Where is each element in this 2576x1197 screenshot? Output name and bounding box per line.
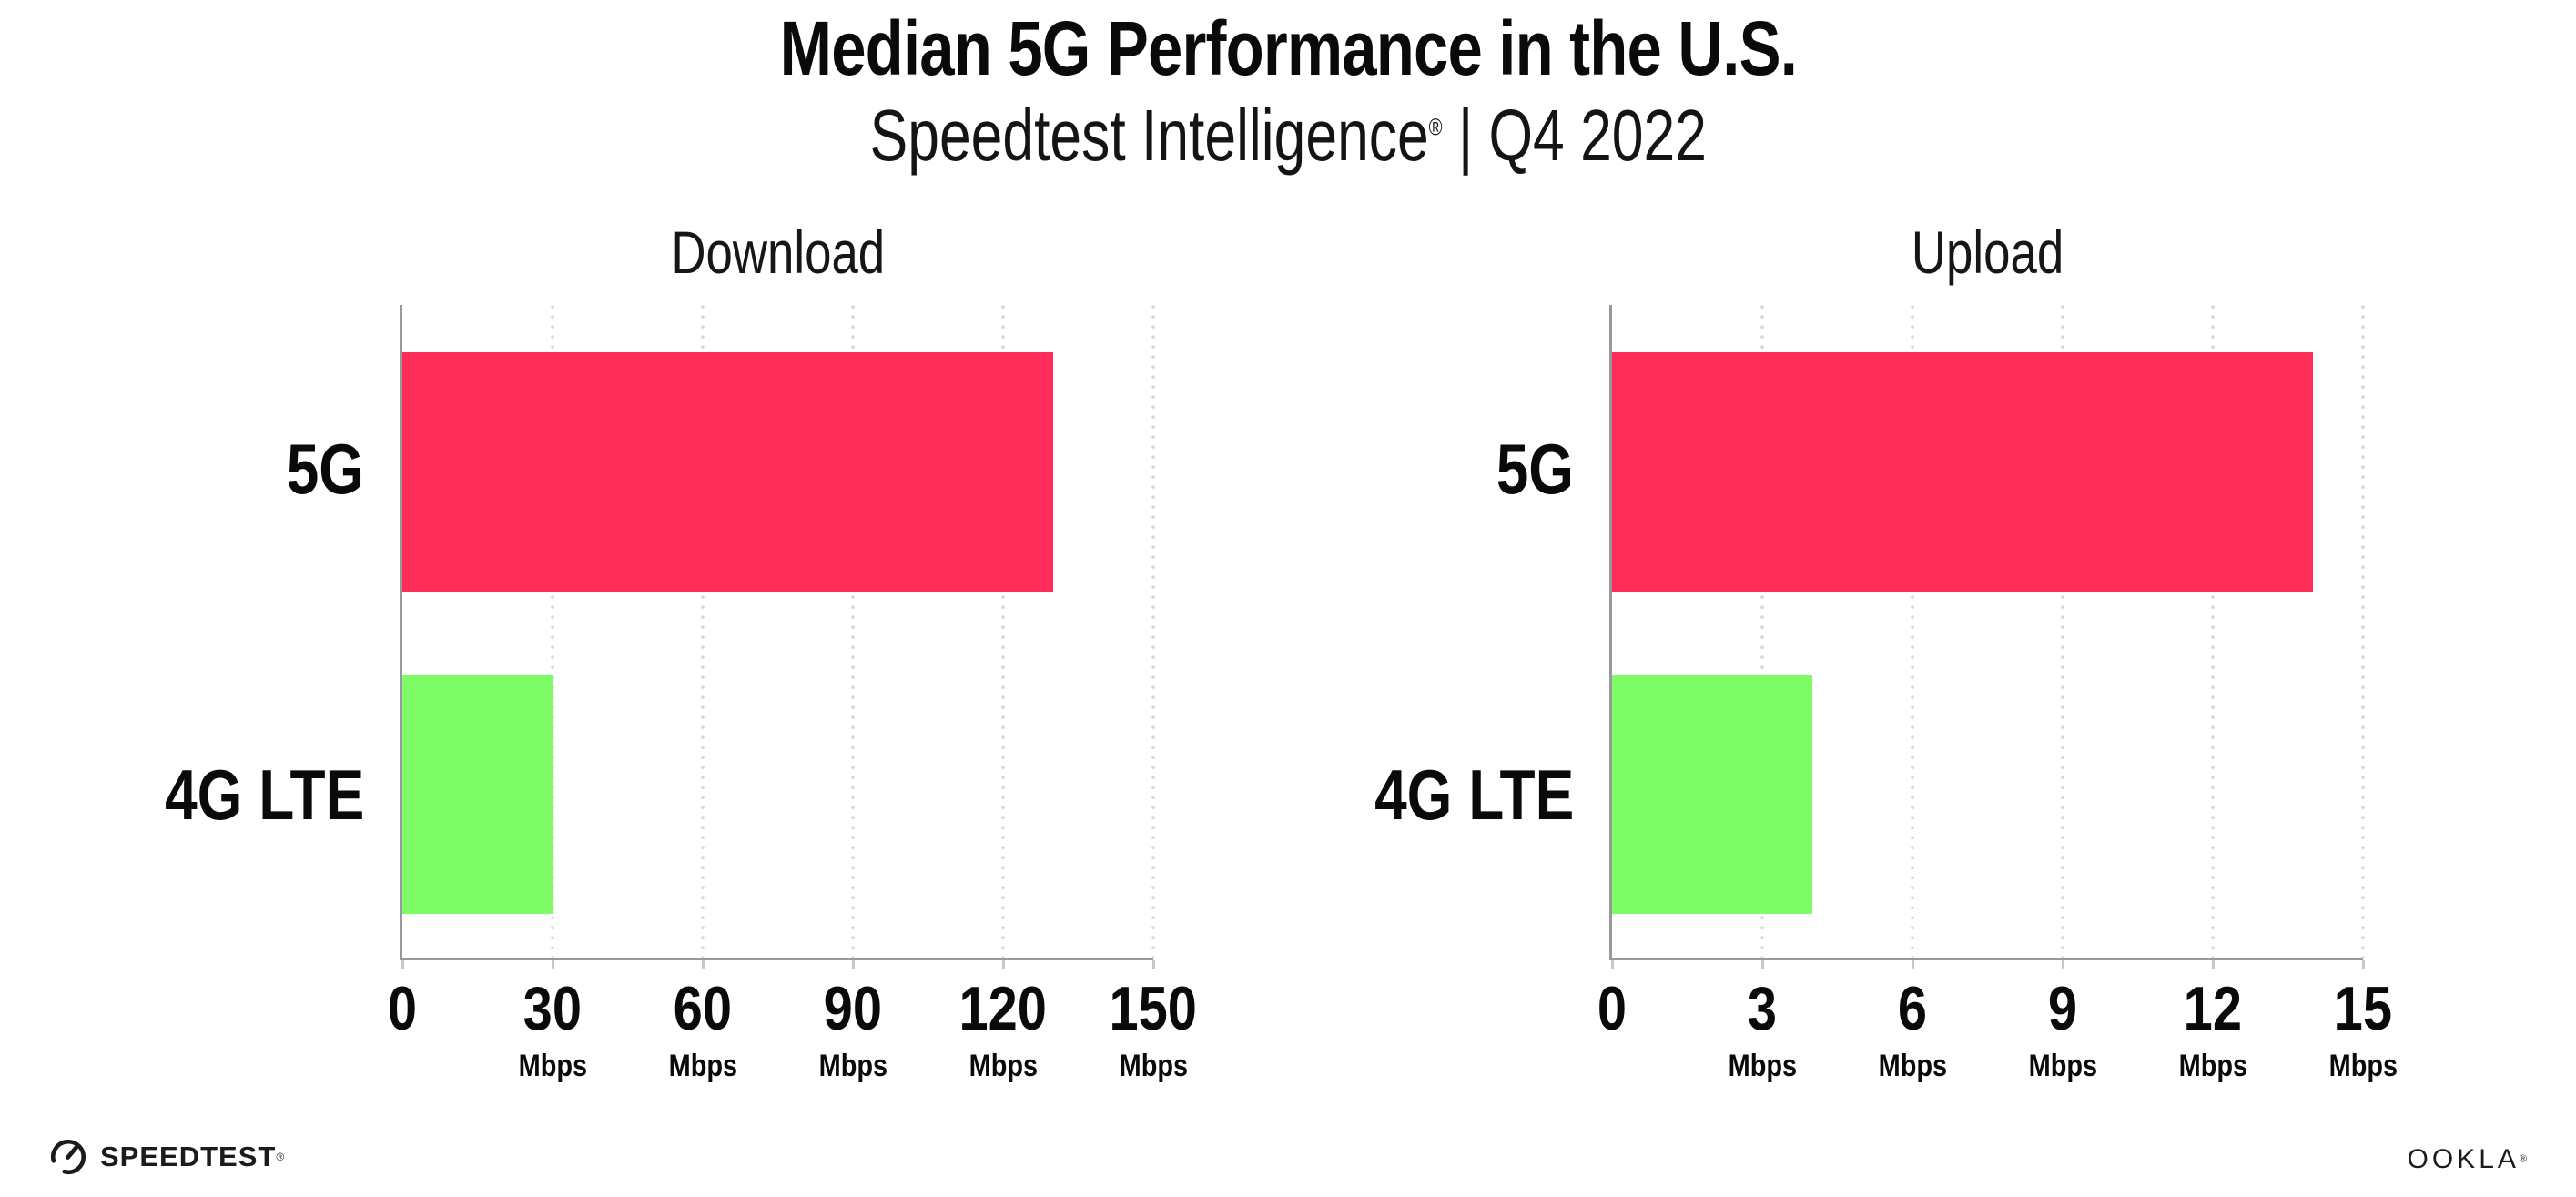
gridline	[1151, 305, 1155, 958]
category-label-text: 4G LTE	[1374, 755, 1574, 835]
x-tick-value: 120	[958, 974, 1048, 1043]
x-tick-value: 0	[387, 974, 418, 1043]
x-tick-unit: Mbps	[771, 1047, 935, 1091]
bar-4g-lte-download	[402, 675, 553, 914]
axis-tick	[1760, 960, 1764, 969]
x-tick-unit-text: Mbps	[2328, 1049, 2398, 1083]
axis-tick	[2061, 960, 2064, 969]
x-tick-unit: Mbps	[2281, 1047, 2445, 1091]
axis-tick	[401, 960, 404, 969]
gridline	[1760, 305, 1764, 958]
x-tick-unit: Mbps	[471, 1047, 634, 1091]
x-tick-value: 6	[1897, 974, 1928, 1043]
axis-tick	[1911, 960, 1914, 969]
x-tick-unit: Mbps	[1831, 1047, 1994, 1091]
category-label-5g: 5G	[55, 418, 364, 520]
axis-tick	[701, 960, 705, 969]
registered-mark: ®	[1428, 113, 1443, 141]
category-label-text: 5G	[286, 428, 364, 509]
page-title: Median 5G Performance in the U.S.	[0, 4, 2576, 116]
chart-title-upload: Upload	[1612, 218, 2363, 303]
axis-tick	[851, 960, 855, 969]
gridline	[851, 305, 855, 958]
x-tick-unit-text: Mbps	[1728, 1049, 1797, 1083]
x-tick-unit-text: Mbps	[2028, 1049, 2097, 1083]
x-tick-value: 60	[673, 974, 733, 1043]
gridline	[1001, 305, 1005, 958]
gridline	[2211, 305, 2215, 958]
x-tick-label: 0	[1530, 976, 1694, 1059]
x-tick-value: 12	[2183, 974, 2243, 1043]
x-tick-unit-text: Mbps	[2178, 1049, 2247, 1083]
ookla-logo-text: OOKLA	[2407, 1144, 2520, 1174]
chart-title-text: Upload	[1911, 218, 2064, 286]
plot-area-upload	[1609, 305, 2365, 960]
x-tick-value: 15	[2333, 974, 2393, 1043]
x-tick-label: 90	[771, 976, 935, 1059]
bar-4g-lte-upload	[1612, 675, 1812, 914]
subtitle-brand: Speedtest Intelligence	[869, 95, 1429, 176]
x-tick-unit: Mbps	[621, 1047, 785, 1091]
x-tick-unit-text: Mbps	[1878, 1049, 1947, 1083]
axis-tick	[1151, 960, 1155, 969]
plot-area-download	[400, 305, 1155, 960]
ookla-logo: OOKLA®	[2408, 1140, 2527, 1180]
x-tick-unit-text: Mbps	[969, 1049, 1038, 1083]
subtitle-period: | Q4 2022	[1442, 95, 1707, 176]
speedtest-logo: SPEEDTEST ®	[47, 1132, 284, 1182]
page-subtitle-text: Speedtest Intelligence® | Q4 2022	[869, 89, 1706, 182]
x-tick-unit: Mbps	[2131, 1047, 2295, 1091]
category-label-5g: 5G	[1264, 418, 1574, 520]
x-tick-unit: Mbps	[1071, 1047, 1235, 1091]
x-tick-label: 0	[320, 976, 484, 1059]
x-tick-label: 120	[921, 976, 1085, 1059]
gridline	[1911, 305, 1914, 958]
x-tick-value: 90	[823, 974, 883, 1043]
category-label-text: 5G	[1496, 428, 1574, 509]
gridline	[701, 305, 705, 958]
x-tick-value: 30	[522, 974, 583, 1043]
x-tick-label: 150	[1071, 976, 1235, 1059]
category-label-4g-lte: 4G LTE	[1264, 744, 1574, 846]
chart-title-download: Download	[402, 218, 1153, 303]
page-title-text: Median 5G Performance in the U.S.	[779, 5, 1797, 91]
x-tick-value: 150	[1109, 974, 1198, 1043]
gridline	[551, 305, 554, 958]
axis-tick	[551, 960, 554, 969]
bar-5g-upload	[1612, 352, 2313, 592]
bar-5g-download	[402, 352, 1053, 592]
x-tick-label: 60	[621, 976, 785, 1059]
x-tick-unit: Mbps	[1680, 1047, 1844, 1091]
x-tick-unit: Mbps	[1981, 1047, 2145, 1091]
x-tick-unit-text: Mbps	[668, 1049, 737, 1083]
ookla-registered-mark: ®	[2519, 1153, 2527, 1165]
axis-tick	[2211, 960, 2215, 969]
x-tick-label: 15	[2281, 976, 2445, 1059]
category-label-4g-lte: 4G LTE	[55, 744, 364, 846]
x-tick-unit-text: Mbps	[818, 1049, 887, 1083]
x-tick-label: 6	[1831, 976, 1994, 1059]
gridline	[2061, 305, 2064, 958]
axis-tick	[1001, 960, 1005, 969]
x-tick-value: 9	[2047, 974, 2078, 1043]
x-tick-label: 30	[471, 976, 634, 1059]
x-tick-unit: Mbps	[921, 1047, 1085, 1091]
chart-title-text: Download	[671, 218, 885, 286]
x-tick-label: 12	[2131, 976, 2295, 1059]
x-tick-value: 3	[1747, 974, 1778, 1043]
category-label-text: 4G LTE	[164, 755, 364, 835]
speedtest-gauge-icon	[51, 1139, 86, 1174]
x-tick-unit-text: Mbps	[518, 1049, 587, 1083]
x-tick-unit-text: Mbps	[1119, 1049, 1188, 1083]
x-tick-label: 3	[1680, 976, 1844, 1059]
x-tick-value: 0	[1597, 974, 1628, 1043]
axis-tick	[1610, 960, 1614, 969]
axis-tick	[2361, 960, 2365, 969]
speedtest-logo-text: SPEEDTEST	[100, 1141, 277, 1172]
page-subtitle: Speedtest Intelligence® | Q4 2022	[0, 89, 2576, 203]
gridline	[2361, 305, 2365, 958]
x-tick-label: 9	[1981, 976, 2145, 1059]
